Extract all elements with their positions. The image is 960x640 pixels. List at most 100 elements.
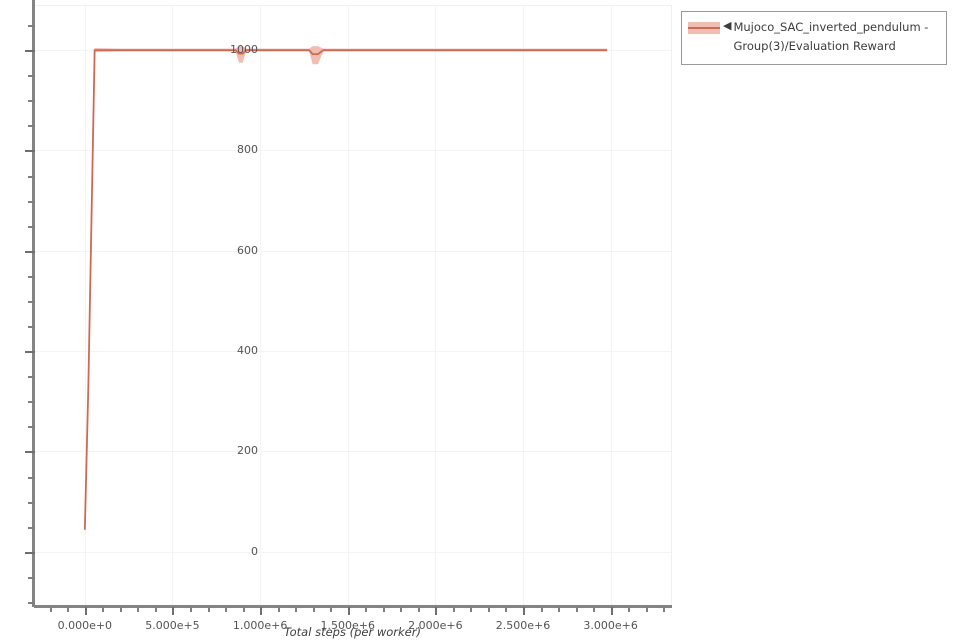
y-tick-label: 200 (237, 444, 258, 458)
left-triangle-icon: ◀ (723, 19, 732, 32)
y-axis-spine (32, 0, 35, 607)
x-tick-label: 1.000e+6 (232, 619, 288, 632)
x-tick-minor (365, 607, 368, 612)
x-tick-minor (628, 607, 631, 612)
y-tick-minor (28, 175, 35, 178)
x-tick-label: 3.000e+6 (583, 619, 638, 632)
x-tick-label: 5.000e+5 (145, 619, 200, 632)
x-tick-minor (663, 607, 666, 612)
gridline-horizontal (34, 150, 672, 152)
x-tick-major (347, 607, 350, 615)
x-tick-minor (575, 607, 578, 612)
plot-area[interactable] (34, 5, 672, 607)
y-tick-minor (28, 100, 35, 103)
y-tick-minor (28, 576, 35, 579)
y-tick-minor (28, 275, 35, 278)
y-tick-major (25, 150, 35, 153)
gridline-vertical (84, 5, 86, 607)
x-tick-minor (102, 607, 105, 612)
x-tick-minor (242, 607, 245, 612)
y-tick-minor (28, 300, 35, 303)
x-tick-major (260, 607, 263, 615)
gridline-vertical (435, 5, 437, 607)
y-tick-minor (28, 601, 35, 604)
plot-border-right (671, 5, 672, 607)
x-axis-spine (34, 605, 672, 608)
y-tick-label: 600 (237, 243, 258, 257)
x-axis-title: Total steps (per worker) (284, 625, 421, 639)
gridline-vertical (523, 5, 525, 607)
x-tick-label: 2.500e+6 (495, 619, 551, 632)
x-tick-minor (417, 607, 420, 612)
x-tick-major (84, 607, 87, 615)
y-tick-label: 0 (251, 544, 258, 558)
legend-swatch-icon (688, 20, 720, 36)
x-tick-minor (225, 607, 228, 612)
series-svg (83, 46, 608, 530)
legend-series-label: Mujoco_SAC_inverted_pendulum - Group(3)/… (733, 20, 929, 53)
plot-border-top (34, 5, 672, 6)
x-tick-label: 2.000e+6 (408, 619, 463, 632)
x-tick-minor (207, 607, 210, 612)
x-tick-major (610, 607, 613, 615)
gridline-vertical (610, 5, 612, 607)
x-tick-minor (295, 607, 298, 612)
x-tick-minor (67, 607, 70, 612)
x-tick-minor (312, 607, 315, 612)
y-tick-minor (28, 526, 35, 529)
x-tick-minor (487, 607, 490, 612)
y-tick-minor (28, 401, 35, 404)
y-tick-label: 1000 (230, 43, 258, 57)
x-tick-minor (119, 607, 122, 612)
x-tick-major (435, 607, 438, 615)
x-tick-label: 0.000e+0 (57, 619, 113, 632)
confidence-band (84, 46, 608, 530)
y-tick-minor (28, 25, 35, 28)
series-layer (34, 5, 672, 607)
x-tick-minor (277, 607, 280, 612)
x-tick-minor (137, 607, 140, 612)
gridline-vertical (347, 5, 349, 607)
gridline-vertical (172, 5, 174, 607)
y-tick-minor (28, 326, 35, 329)
gridline-horizontal (34, 351, 672, 353)
x-tick-minor (452, 607, 455, 612)
x-tick-minor (189, 607, 192, 612)
x-tick-minor (49, 607, 52, 612)
x-tick-minor (330, 607, 333, 612)
series-line (83, 49, 608, 530)
y-tick-minor (28, 75, 35, 78)
x-tick-major (172, 607, 175, 615)
x-tick-minor (540, 607, 543, 612)
x-tick-label: 1.500e+6 (320, 619, 375, 632)
y-tick-minor (28, 225, 35, 228)
y-tick-major (25, 451, 35, 454)
y-tick-major (25, 351, 35, 354)
x-tick-minor (505, 607, 508, 612)
y-tick-minor (28, 125, 35, 128)
x-tick-major (523, 607, 526, 615)
legend-line (688, 27, 720, 29)
y-tick-minor (28, 200, 35, 203)
x-tick-minor (154, 607, 157, 612)
y-tick-label: 800 (237, 143, 258, 157)
legend-box[interactable]: ◀ Mujoco_SAC_inverted_pendulum - Group(3… (681, 11, 947, 65)
x-tick-minor (593, 607, 596, 612)
x-tick-minor (382, 607, 385, 612)
x-tick-minor (400, 607, 403, 612)
y-tick-major (25, 551, 35, 554)
x-tick-minor (470, 607, 473, 612)
gridline-horizontal (34, 250, 672, 252)
x-tick-minor (558, 607, 561, 612)
gridline-horizontal (34, 451, 672, 453)
y-tick-major (25, 50, 35, 53)
y-tick-minor (28, 476, 35, 479)
y-tick-minor (28, 376, 35, 379)
gridline-vertical (260, 5, 262, 607)
gridline-horizontal (34, 551, 672, 553)
legend-item[interactable]: ◀ Mujoco_SAC_inverted_pendulum - Group(3… (688, 18, 942, 56)
x-tick-minor (645, 607, 648, 612)
y-tick-label: 400 (237, 344, 258, 358)
y-tick-major (25, 250, 35, 253)
